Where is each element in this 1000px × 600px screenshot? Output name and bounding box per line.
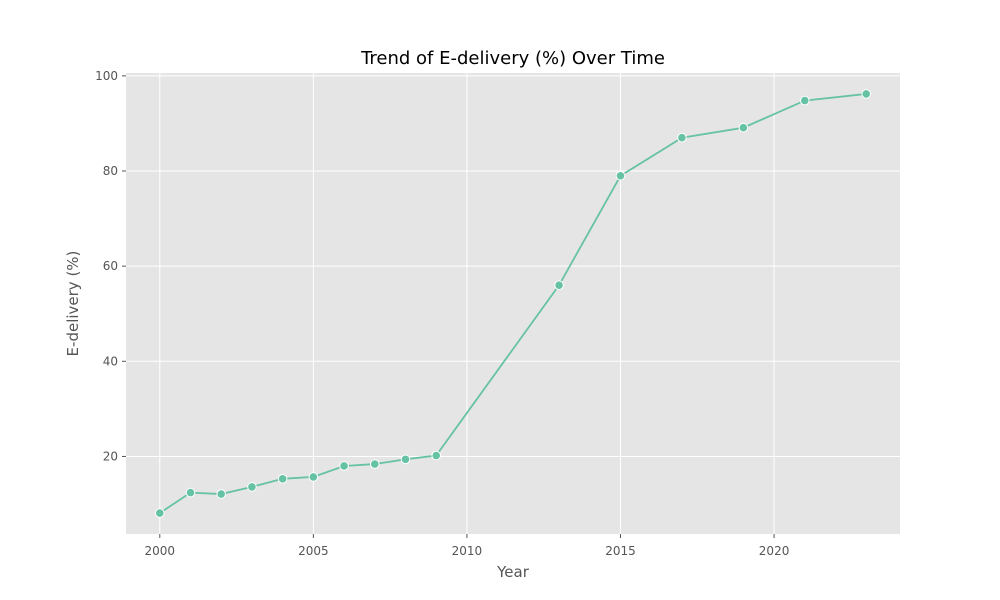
data-point [154, 508, 165, 518]
x-tick-label: 2005 [298, 544, 329, 558]
grid [126, 73, 900, 534]
y-tick-label: 80 [103, 164, 118, 178]
data-point [431, 450, 442, 461]
x-tick-label: 2010 [452, 544, 483, 558]
x-tick-label: 2000 [145, 544, 176, 558]
series-line [159, 93, 867, 514]
data-point [247, 482, 257, 492]
data-point [277, 474, 288, 484]
data-point [738, 122, 749, 133]
data-point [216, 489, 227, 499]
data-point [400, 454, 411, 465]
series [154, 89, 872, 518]
data-point [308, 472, 319, 482]
chart-title: Trend of E-delivery (%) Over Time [360, 48, 665, 69]
x-axis-label: Year [496, 563, 530, 581]
data-point [185, 487, 196, 498]
data-point [677, 132, 687, 143]
y-axis-label: E-delivery (%) [64, 251, 82, 357]
data-point [615, 170, 626, 181]
x-tick-label: 2015 [605, 544, 636, 558]
y-tick-label: 20 [103, 449, 118, 463]
data-point [339, 461, 349, 471]
y-tick-label: 60 [103, 259, 118, 273]
data-point [554, 280, 564, 290]
plot-area [126, 73, 900, 534]
x-tick-label: 2020 [759, 544, 790, 558]
data-point [369, 459, 380, 469]
data-point [799, 95, 810, 106]
y-tick-label: 100 [95, 69, 118, 83]
y-tick-label: 40 [103, 354, 118, 368]
data-point [861, 89, 872, 99]
